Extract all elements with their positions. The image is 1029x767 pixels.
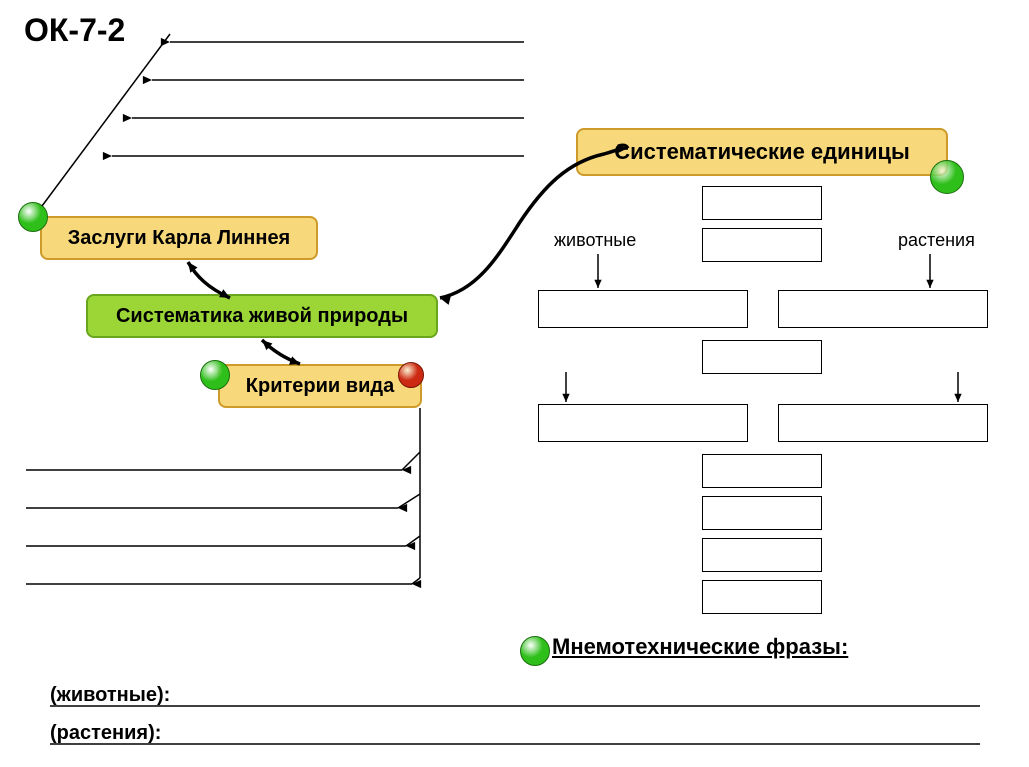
empty-box <box>702 496 822 530</box>
empty-box <box>538 404 748 442</box>
empty-box <box>778 290 988 328</box>
dot-red <box>398 362 424 388</box>
label-mnemo: Мнемотехнические фразы: <box>552 634 848 660</box>
dot-green-4 <box>520 636 550 666</box>
box-criteria: Критерии вида <box>218 364 422 408</box>
empty-box <box>538 290 748 328</box>
diagram-stage: ОК-7-2 Заслуги Карла Линнея Систематика … <box>0 0 1029 767</box>
page-title: ОК-7-2 <box>24 12 125 49</box>
label-animals: животные <box>554 230 636 251</box>
empty-box <box>702 186 822 220</box>
box-syst-units: Систематические единицы <box>576 128 948 176</box>
label-animals-prompt: (животные): <box>50 684 170 707</box>
label-plants-prompt: (растения): <box>50 722 161 745</box>
dot-green-3 <box>930 160 964 194</box>
empty-box <box>702 340 822 374</box>
box-systematics: Систематика живой природы <box>86 294 438 338</box>
empty-box <box>702 538 822 572</box>
empty-box <box>702 228 822 262</box>
svg-overlay <box>0 0 1029 767</box>
empty-box <box>702 454 822 488</box>
dot-green-1 <box>18 202 48 232</box>
empty-box <box>702 580 822 614</box>
box-linnaeus: Заслуги Карла Линнея <box>40 216 318 260</box>
label-plants: растения <box>898 230 975 251</box>
empty-box <box>778 404 988 442</box>
dot-green-2 <box>200 360 230 390</box>
